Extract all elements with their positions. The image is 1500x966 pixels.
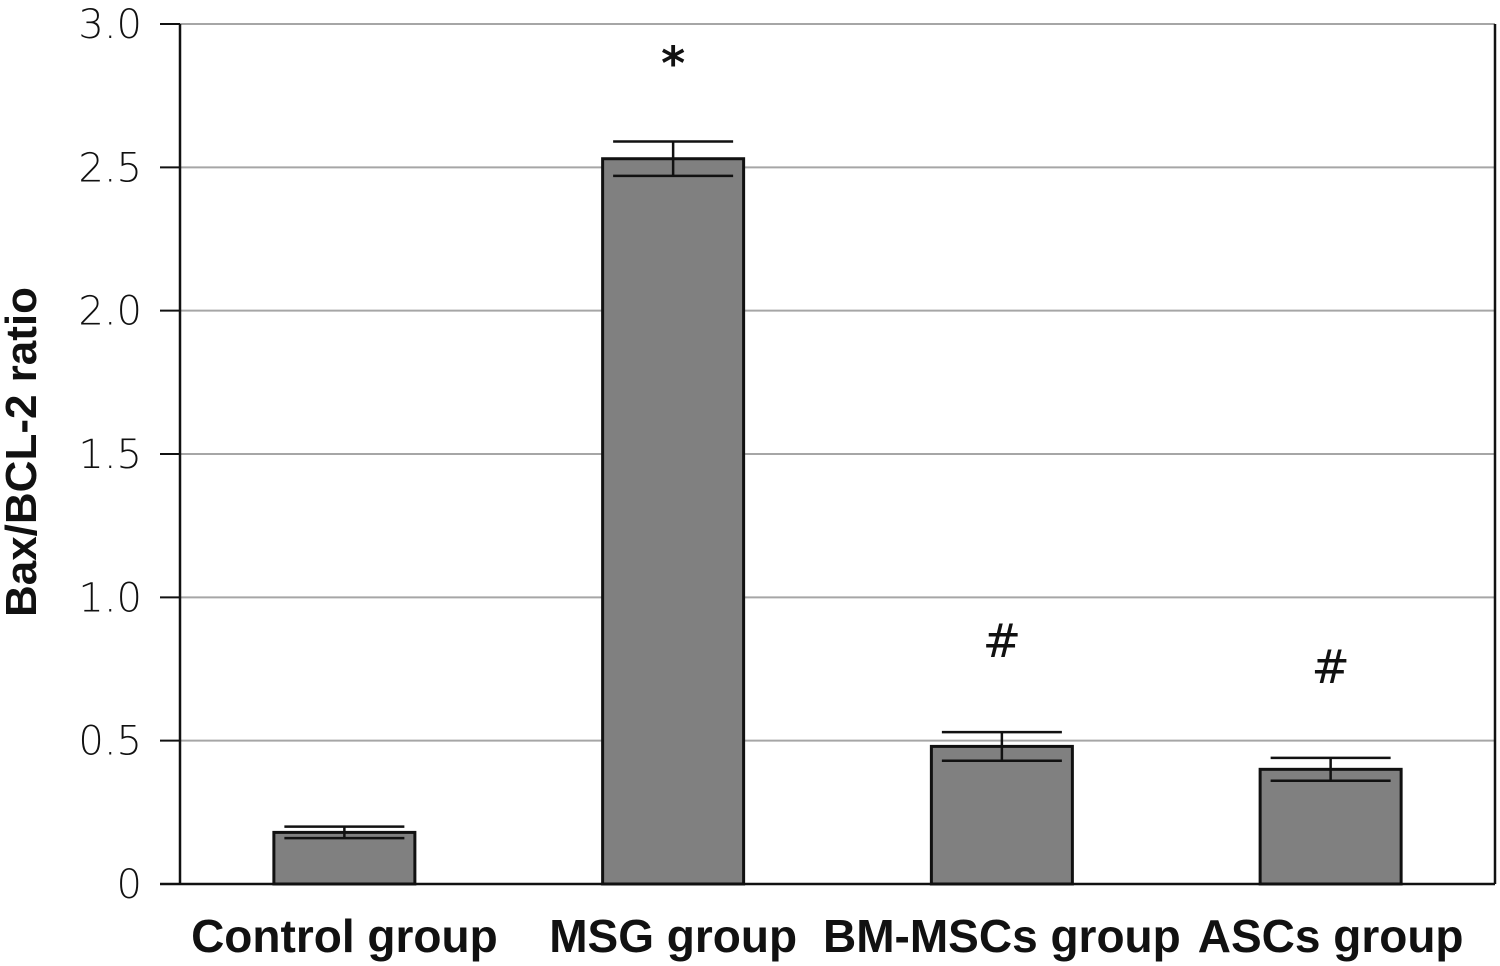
x-category-label: ASCs group bbox=[1198, 910, 1464, 962]
bar bbox=[272, 830, 417, 886]
axes bbox=[160, 23, 1497, 886]
significance-marker: # bbox=[1311, 640, 1350, 694]
bar bbox=[601, 157, 746, 886]
y-tick-labels: 0 0.5 1.0 1.5 2.0 2.5 3.0 bbox=[78, 2, 142, 908]
x-category-label: Control group bbox=[191, 910, 498, 962]
bar bbox=[929, 744, 1074, 886]
y-tick-label: 3.0 bbox=[78, 2, 142, 48]
y-tick-label: 2.0 bbox=[78, 289, 142, 335]
gridlines bbox=[180, 23, 1495, 742]
bars: * # # bbox=[272, 37, 1403, 886]
y-tick-label: 1.0 bbox=[78, 575, 142, 621]
y-axis-title: Bax/BCL-2 ratio bbox=[0, 287, 46, 617]
significance-marker: # bbox=[983, 614, 1022, 668]
y-tick-label: 2.5 bbox=[78, 145, 142, 191]
x-category-label: MSG group bbox=[549, 910, 797, 962]
bar bbox=[1258, 767, 1403, 886]
x-category-label: BM-MSCs group bbox=[823, 910, 1181, 962]
y-tick-label: 0.5 bbox=[78, 719, 142, 765]
y-tick-label: 1.5 bbox=[78, 432, 142, 478]
significance-marker: * bbox=[661, 37, 685, 91]
y-tick-label: 0 bbox=[117, 862, 142, 908]
x-category-labels: Control group MSG group BM-MSCs group ASCs … bbox=[191, 910, 1463, 962]
